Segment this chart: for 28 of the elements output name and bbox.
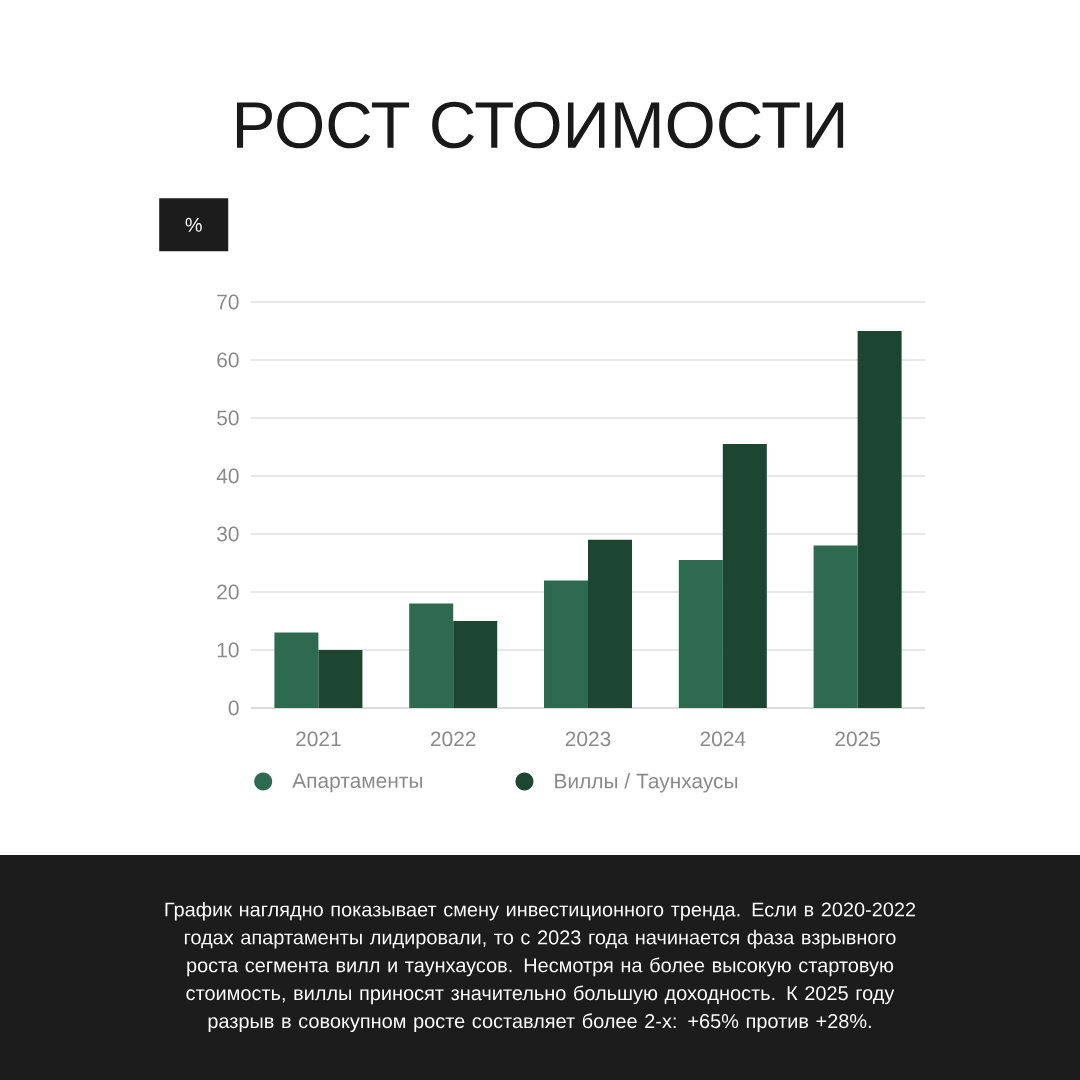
bar — [453, 620, 498, 708]
y-tick-label: 10 — [217, 642, 239, 658]
x-tick-label: 2025 — [835, 731, 880, 747]
x-tick-label: 2023 — [565, 731, 611, 747]
x-tick-label: 2021 — [296, 731, 341, 747]
y-tick-label: 50 — [217, 410, 239, 426]
bar — [318, 649, 363, 708]
y-tick-label: 70 — [217, 294, 239, 310]
y-tick-label: 30 — [217, 526, 239, 542]
bar — [544, 580, 589, 708]
y-tick-label: 0 — [228, 700, 239, 716]
bar — [678, 560, 723, 708]
y-tick-label: 60 — [217, 352, 239, 368]
bar — [409, 603, 454, 708]
bar — [813, 545, 858, 708]
text: График наглядно показывает смену инвестиционного тренда. Если в 2020-2022 годах апартаменты лидировали, то с 2023 года начинается фаза взрывного роста сегмента вилл и таунхаусов. Несмотря на более высокую стартовую стоимость, виллы приносят значительно большую доходность. К 2025 году разрыв в совокупном росте составляет более 2-х: +65% против +28%. — [165, 901, 916, 1033]
y-tick-label: 20 — [217, 584, 239, 600]
x-tick-label: 2024 — [700, 731, 746, 747]
legend-label: Апартаменты — [292, 773, 423, 793]
bar — [274, 632, 319, 708]
bar — [857, 330, 902, 708]
chart-title: РОСТ СТОИМОСТИ — [236, 101, 844, 149]
y-tick-label: 40 — [216, 468, 239, 484]
y-axis-title: % — [185, 217, 202, 232]
bar — [588, 539, 633, 708]
x-tick-label: 2022 — [430, 731, 476, 747]
legend-label: Виллы / Таунхаусы — [555, 773, 738, 793]
bar — [722, 444, 767, 708]
